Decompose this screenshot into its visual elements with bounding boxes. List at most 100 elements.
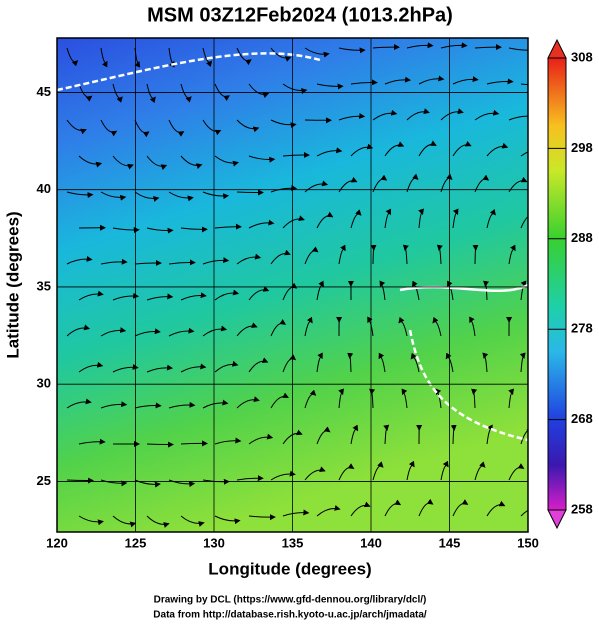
streamline — [406, 42, 434, 49]
streamline — [248, 155, 276, 163]
streamline — [450, 424, 457, 445]
streamline — [168, 401, 196, 409]
streamline — [508, 244, 516, 265]
streamline — [180, 515, 205, 527]
streamline — [406, 173, 419, 193]
streamline — [168, 479, 196, 488]
streamline — [134, 119, 150, 138]
streamline — [214, 360, 239, 373]
streamline — [248, 514, 276, 521]
isotherm — [399, 283, 528, 292]
streamline — [100, 327, 127, 337]
streamline — [486, 208, 496, 229]
streamline — [100, 47, 108, 68]
streamline — [304, 316, 313, 337]
streamline — [435, 388, 442, 409]
streamline — [486, 78, 514, 85]
streamline — [146, 441, 174, 448]
streamline — [482, 352, 489, 373]
streamline — [168, 191, 194, 202]
streamline — [304, 389, 317, 409]
streamline — [452, 499, 469, 517]
streamline — [508, 47, 528, 51]
streamline — [134, 191, 160, 202]
streamline — [338, 47, 366, 54]
x-axis-label: Longitude (degrees) — [208, 559, 371, 578]
streamline — [316, 211, 334, 229]
colorbar — [547, 57, 567, 511]
streamline — [168, 119, 185, 137]
x-tick-label: 125 — [125, 535, 147, 550]
y-tick-label: 45 — [37, 84, 51, 99]
streamline — [384, 499, 402, 517]
streamline — [304, 246, 319, 265]
streamline — [134, 402, 162, 409]
streamline — [316, 426, 331, 445]
colorbar-tick-label: 298 — [571, 140, 593, 155]
streamline — [410, 352, 420, 373]
streamline — [270, 119, 297, 129]
streamline — [474, 44, 502, 51]
streamline — [100, 191, 127, 201]
streamline — [350, 501, 371, 517]
streamline — [520, 425, 528, 445]
streamline — [78, 290, 104, 301]
streamline — [236, 396, 260, 409]
streamline — [282, 282, 298, 301]
streamline — [418, 208, 424, 229]
x-tick-label: 140 — [360, 535, 382, 550]
streamline — [452, 208, 459, 229]
streamline — [236, 322, 258, 337]
streamline — [134, 328, 161, 337]
streamline — [316, 147, 343, 157]
colorbar-tick-label: 288 — [571, 230, 593, 245]
streamline — [270, 249, 291, 265]
streamline — [304, 47, 330, 58]
streamline — [180, 155, 203, 170]
streamline — [168, 259, 196, 266]
streamline — [316, 83, 344, 90]
streamline — [350, 79, 378, 86]
streamline — [398, 316, 408, 337]
streamline — [146, 364, 174, 373]
streamline — [78, 155, 103, 168]
streamline — [112, 292, 140, 301]
streamline — [66, 324, 91, 337]
streamline — [180, 292, 207, 301]
y-tick-label: 40 — [37, 181, 51, 196]
streamline — [78, 361, 104, 373]
streamline — [180, 363, 207, 373]
streamline — [78, 515, 104, 526]
streamline — [270, 470, 296, 481]
streamline — [338, 244, 346, 265]
streamline — [214, 289, 240, 301]
streamline — [112, 83, 123, 103]
streamline — [66, 477, 94, 484]
streamline — [520, 83, 528, 86]
streamline — [236, 253, 262, 265]
isotherm — [408, 329, 528, 442]
streamline — [436, 244, 443, 265]
streamline — [406, 460, 415, 481]
streamline — [350, 209, 362, 229]
streamline — [486, 142, 509, 157]
colorbar-tick-label: 278 — [571, 321, 593, 336]
streamline — [66, 47, 79, 67]
streamline — [202, 325, 228, 337]
streamline — [214, 437, 242, 445]
streamline — [432, 316, 442, 337]
streamline — [472, 244, 479, 265]
streamline — [316, 352, 323, 373]
streamline — [384, 76, 412, 85]
streamline — [418, 140, 437, 157]
isotherm — [57, 52, 321, 92]
streamline — [78, 83, 93, 102]
streamline — [202, 47, 213, 67]
x-tick-label: 135 — [282, 535, 304, 550]
streamline — [270, 319, 287, 337]
streamline — [508, 115, 528, 121]
streamline — [372, 461, 384, 481]
streamline — [282, 215, 305, 229]
streamline — [282, 83, 308, 95]
